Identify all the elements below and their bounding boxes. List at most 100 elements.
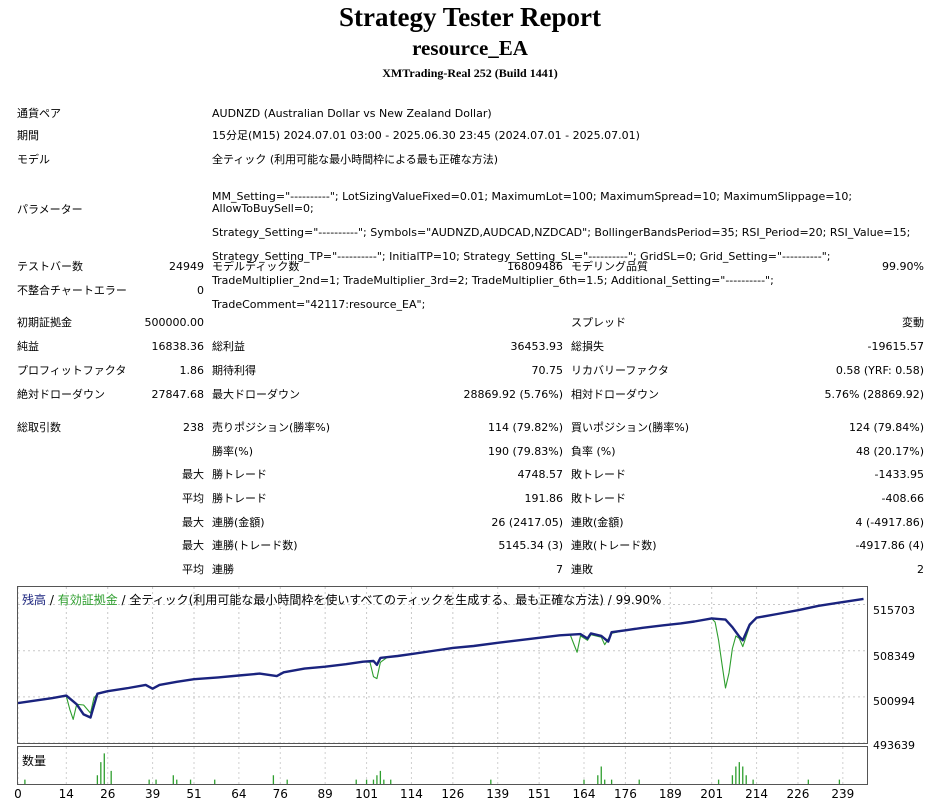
params-line: Strategy_Setting="----------"; Symbols="…	[212, 226, 911, 239]
x-tick-label: 214	[745, 787, 768, 801]
report-title: Strategy Tester Report	[339, 2, 601, 32]
legend-separator: /	[46, 593, 58, 607]
x-tick-label: 76	[272, 787, 288, 801]
pair-label: 通貨ペア	[17, 107, 61, 120]
x-tick-label: 164	[572, 787, 596, 801]
x-tick-label: 139	[486, 787, 510, 801]
net-profit-label: 純益	[17, 340, 39, 353]
gross-loss-label: 総損失	[571, 340, 604, 353]
x-tick-label: 226	[786, 787, 810, 801]
x-tick-label: 176	[613, 787, 637, 801]
quality-value: 99.90%	[882, 260, 924, 273]
x-tick-label: 101	[355, 787, 379, 801]
consec-losses-amount-value: 4 (-4917.86)	[855, 516, 924, 529]
avg-loss-value: -408.66	[881, 492, 924, 505]
relative-drawdown-label: 相対ドローダウン	[571, 388, 659, 401]
avg-label: 平均	[182, 563, 204, 576]
loss-rate-value: 48 (20.17%)	[855, 445, 924, 458]
pair-value: AUDNZD (Australian Dollar vs New Zealand…	[212, 107, 492, 120]
max-label: 最大	[182, 468, 204, 481]
params-value: MM_Setting="----------"; LotSizingValueF…	[212, 179, 932, 323]
balance-chart-plot	[18, 587, 867, 743]
deposit-label: 初期証拠金	[17, 316, 72, 329]
ticks-label: モデルティック数	[212, 260, 300, 273]
avg-consec-wins-value: 7	[556, 563, 563, 576]
long-positions-label: 買いポジション(勝率%)	[571, 421, 690, 434]
max-label: 最大	[182, 516, 204, 529]
quality-label: モデリング品質	[571, 260, 648, 273]
ea-name: resource_EA	[412, 36, 528, 60]
profit-factor-value: 1.86	[179, 364, 205, 377]
recovery-factor-label: リカバリーファクタ	[571, 364, 669, 377]
largest-loss-value: -1433.95	[874, 468, 924, 481]
mismatch-label: 不整合チャートエラー	[17, 284, 127, 297]
y-tick-label: 515703	[873, 604, 915, 617]
largest-loss-label: 敗トレード	[571, 468, 626, 481]
x-tick-label: 151	[527, 787, 551, 801]
avg-win-value: 191.86	[524, 492, 564, 505]
volume-chart: 数量	[17, 746, 868, 785]
deposit-value: 500000.00	[144, 316, 205, 329]
x-tick-label: 0	[14, 787, 22, 801]
bars-value: 24949	[169, 260, 204, 273]
chart-legend: 残高 / 有効証拠金 / 全ティック(利用可能な最小時間枠を使いすべてのティック…	[22, 591, 661, 608]
absolute-drawdown-label: 絶対ドローダウン	[17, 388, 105, 401]
long-positions-value: 124 (79.84%)	[848, 421, 924, 434]
server-info: XMTrading-Real 252 (Build 1441)	[382, 66, 558, 80]
absolute-drawdown-value: 27847.68	[151, 388, 205, 401]
params-line: MM_Setting="----------"; LotSizingValueF…	[212, 190, 853, 215]
params-line: TradeComment="42117:resource_EA";	[212, 298, 426, 311]
params-line: Strategy_Setting_TP="----------"; Initia…	[212, 250, 831, 263]
net-profit-value: 16838.36	[151, 340, 205, 353]
params-label: パラメーター	[17, 203, 83, 216]
consec-wins-count-label: 連勝(トレード数)	[212, 539, 298, 552]
legend-description: / 全ティック(利用可能な最小時間枠を使いすべてのティックを生成する、最も正確な…	[117, 593, 662, 607]
avg-consec-losses-label: 連敗	[571, 563, 593, 576]
x-tick-label: 51	[186, 787, 202, 801]
balance-line	[18, 597, 864, 719]
period-label: 期間	[17, 129, 39, 142]
consec-wins-count-value: 5145.34 (3)	[498, 539, 563, 552]
consec-losses-count-label: 連敗(トレード数)	[571, 539, 657, 552]
short-positions-value: 114 (79.82%)	[487, 421, 563, 434]
short-positions-label: 売りポジション(勝率%)	[212, 421, 331, 434]
avg-consec-losses-value: 2	[917, 563, 924, 576]
x-tick-label: 26	[100, 787, 116, 801]
legend-equity: 有効証拠金	[57, 593, 118, 607]
equity-line	[18, 598, 864, 720]
x-tick-label: 126	[441, 787, 465, 801]
x-tick-label: 114	[399, 787, 423, 801]
relative-drawdown-value: 5.76% (28869.92)	[824, 388, 924, 401]
total-trades-value: 238	[183, 421, 204, 434]
x-tick-label: 64	[231, 787, 247, 801]
avg-consec-wins-label: 連勝	[212, 563, 234, 576]
mismatch-value: 0	[197, 284, 204, 297]
volume-label: 数量	[22, 754, 47, 768]
max-drawdown-label: 最大ドローダウン	[212, 388, 300, 401]
avg-win-label: 勝トレード	[212, 492, 267, 505]
consec-losses-amount-label: 連敗(金額)	[571, 516, 624, 529]
avg-loss-label: 敗トレード	[571, 492, 626, 505]
win-rate-value: 190 (79.83%)	[487, 445, 563, 458]
balance-chart: 残高 / 有効証拠金 / 全ティック(利用可能な最小時間枠を使いすべてのティック…	[17, 586, 868, 744]
expected-payoff-value: 70.75	[531, 364, 564, 377]
consec-wins-amount-label: 連勝(金額)	[212, 516, 265, 529]
consec-wins-amount-value: 26 (2417.05)	[491, 516, 563, 529]
volume-chart-plot	[18, 747, 844, 784]
y-tick-label: 500994	[873, 695, 915, 708]
largest-win-value: 4748.57	[517, 468, 564, 481]
bars-label: テストバー数	[17, 260, 83, 273]
win-rate-label: 勝率(%)	[212, 445, 254, 458]
model-value: 全ティック (利用可能な最小時間枠による最も正確な方法)	[212, 153, 499, 166]
max-label: 最大	[182, 539, 204, 552]
total-trades-label: 総取引数	[17, 421, 61, 434]
x-tick-label: 239	[831, 787, 855, 801]
avg-label: 平均	[182, 492, 204, 505]
profit-factor-label: プロフィットファクタ	[17, 364, 127, 377]
consec-losses-count-value: -4917.86 (4)	[855, 539, 924, 552]
x-tick-label: 89	[317, 787, 333, 801]
max-drawdown-value: 28869.92 (5.76%)	[463, 388, 563, 401]
gross-profit-value: 36453.93	[510, 340, 564, 353]
x-tick-label: 201	[700, 787, 724, 801]
loss-rate-label: 負率 (%)	[571, 445, 616, 458]
